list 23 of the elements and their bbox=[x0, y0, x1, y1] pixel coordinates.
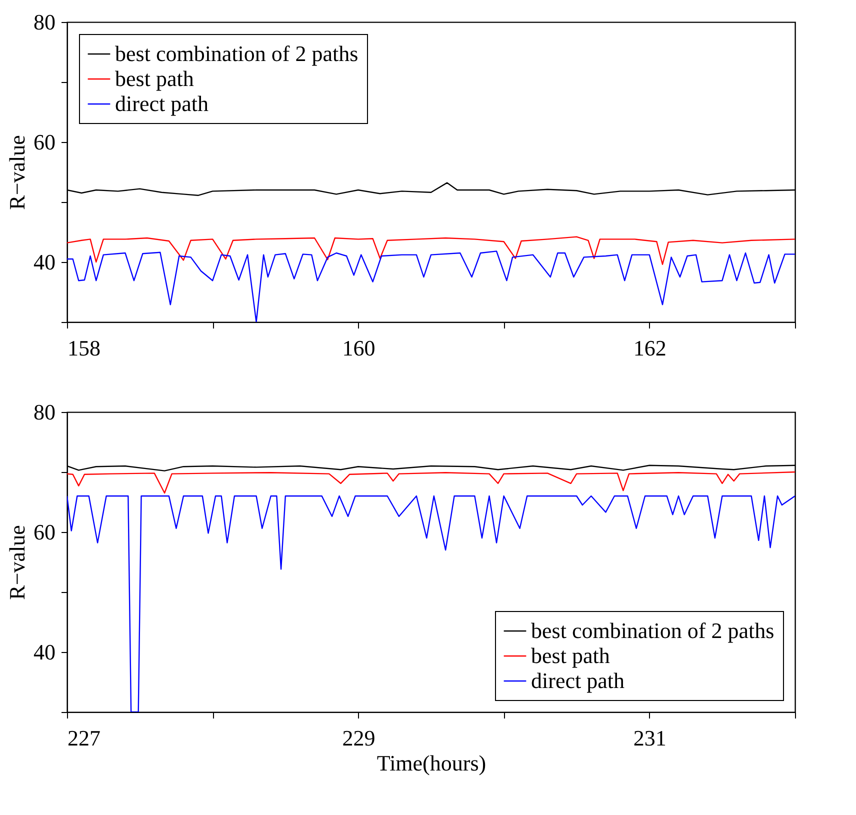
x-tick-label: 227 bbox=[68, 726, 100, 750]
legend-label: best combination of 2 paths bbox=[115, 41, 358, 66]
x-tick-label: 158 bbox=[68, 336, 100, 360]
legend-label: direct path bbox=[531, 668, 624, 693]
y-axis-title: R−value bbox=[4, 135, 30, 210]
legend-label: best path bbox=[115, 66, 194, 91]
x-tick-label: 162 bbox=[633, 336, 666, 360]
y-axis-title: R−value bbox=[4, 525, 30, 600]
line-series bbox=[67, 236, 795, 265]
y-tick-label: 60 bbox=[34, 520, 56, 544]
y-tick-label: 40 bbox=[34, 640, 56, 664]
legend-label: direct path bbox=[115, 91, 208, 116]
legend-label: best combination of 2 paths bbox=[531, 618, 774, 643]
y-tick-label: 80 bbox=[34, 10, 56, 34]
line-series bbox=[67, 471, 795, 494]
y-tick-label: 80 bbox=[34, 400, 56, 424]
x-axis-title: Time(hours) bbox=[376, 750, 486, 776]
legend-label: best path bbox=[531, 643, 610, 668]
x-tick-label: 231 bbox=[633, 726, 666, 750]
y-tick-label: 40 bbox=[34, 250, 56, 274]
y-tick-label: 60 bbox=[34, 130, 56, 154]
x-tick-label: 160 bbox=[342, 336, 376, 360]
x-tick-label: 229 bbox=[342, 726, 376, 750]
